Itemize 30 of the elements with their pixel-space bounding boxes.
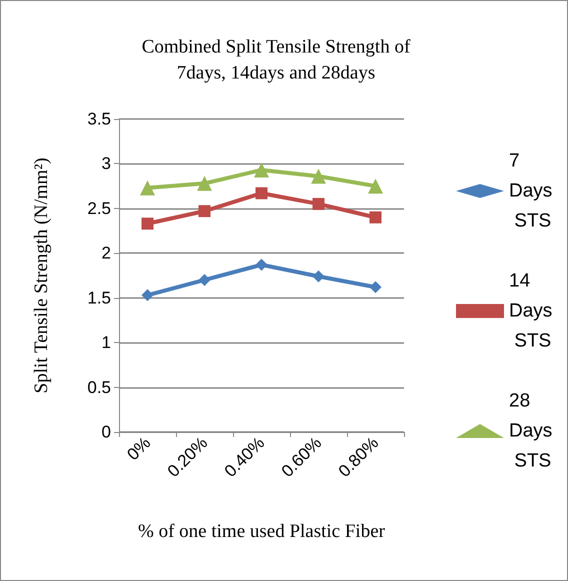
y-tick-label: 1 bbox=[102, 333, 111, 352]
y-tick-label: 1.5 bbox=[87, 288, 111, 308]
point bbox=[312, 270, 324, 282]
point bbox=[312, 198, 324, 210]
point bbox=[256, 187, 268, 200]
y-tick-label: 0.5 bbox=[87, 378, 111, 397]
point bbox=[256, 258, 268, 271]
y-axis-title: Split Tensile Strength (N/mm²) bbox=[31, 158, 52, 394]
point bbox=[368, 178, 383, 194]
point bbox=[370, 281, 382, 294]
y-tick-label: 3.5 bbox=[87, 110, 111, 128]
legend-label: 14 Days STS bbox=[509, 270, 552, 352]
point bbox=[142, 289, 154, 302]
y-tick-label: 0 bbox=[102, 422, 111, 442]
point bbox=[198, 205, 210, 218]
point bbox=[198, 274, 210, 286]
x-tick-label: 0% bbox=[123, 433, 154, 464]
point bbox=[142, 218, 154, 230]
y-tick-label: 2.5 bbox=[87, 198, 111, 218]
point bbox=[311, 168, 326, 184]
y-tick-label: 3 bbox=[102, 154, 111, 174]
legend-label: 7 Days STS bbox=[509, 150, 552, 232]
point bbox=[140, 180, 155, 196]
point bbox=[370, 211, 382, 224]
y-tick-label: 2 bbox=[102, 244, 111, 263]
x-axis-title: % of one time used Plastic Fiber bbox=[138, 521, 386, 542]
point bbox=[197, 176, 212, 191]
point bbox=[254, 162, 269, 178]
chart-title: Combined Split Tensile Strength of 7days, 14days and 28days bbox=[142, 36, 411, 84]
legend-label: 28 Days STS bbox=[509, 390, 552, 472]
